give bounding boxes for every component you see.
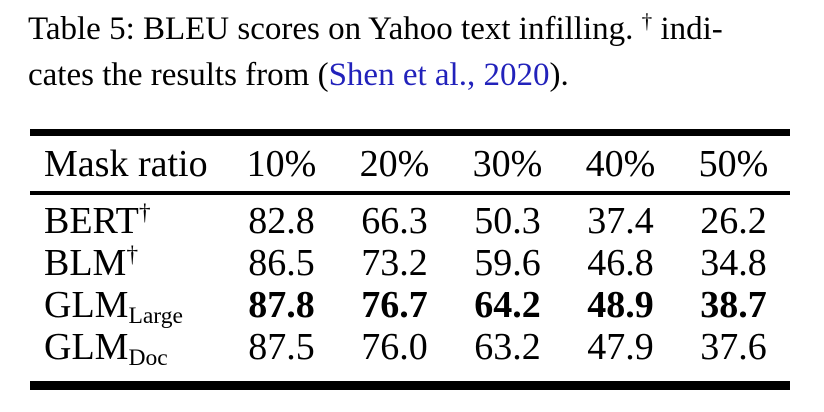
table-cell: 76.0 [361,326,428,368]
model-subscript: Large [128,303,183,329]
table-cell: 64.2 [474,284,541,326]
table-row-bert: BERT† 82.8 66.3 50.3 37.4 26.2 [30,200,790,242]
dagger-symbol: † [138,200,151,226]
caption-line1-text: Table 5: BLEU scores on Yahoo text infil… [28,11,634,47]
model-name: GLM [44,326,129,368]
row-label-bert: BERT† [30,199,225,243]
table-cell: 59.6 [474,242,541,284]
column-header-40: 40% [585,142,656,185]
caption-line1-tail: indi- [660,11,723,47]
model-subscript: Doc [128,345,168,371]
row-label-blm: BLM† [30,241,225,285]
model-name: BLM [44,242,127,284]
column-header-20: 20% [359,142,430,185]
model-name: BERT [44,200,139,242]
row-label-glm-large: GLMLarge [30,283,225,329]
table-body: BERT† 82.8 66.3 50.3 37.4 26.2 BLM† 86.5… [30,195,790,381]
table-cell: 50.3 [474,200,541,242]
row-label-glm-doc: GLMDoc [30,325,225,371]
table-cell: 87.5 [248,326,315,368]
column-header-mask-ratio: Mask ratio [44,142,208,185]
table-cell: 34.8 [700,242,767,284]
table-cell: 26.2 [700,200,767,242]
table-cell: 38.7 [700,284,767,326]
column-header-10: 10% [246,142,317,185]
table-cell: 66.3 [361,200,428,242]
table-cell: 48.9 [587,284,654,326]
table-cell: 86.5 [248,242,315,284]
table-bottom-rule [30,381,790,390]
caption-line2-pre: cates the results from ( [28,57,329,93]
table-cell: 76.7 [361,284,428,326]
model-name: GLM [44,284,129,326]
table-caption: Table 5: BLEU scores on Yahoo text infil… [28,6,796,98]
table-row-blm: BLM† 86.5 73.2 59.6 46.8 34.8 [30,242,790,284]
dagger-symbol: † [126,242,139,268]
column-header-30: 30% [472,142,543,185]
table-cell: 73.2 [361,242,428,284]
table-cell: 37.6 [700,326,767,368]
table-top-rule [30,129,790,136]
column-header-50: 50% [698,142,769,185]
table-cell: 82.8 [248,200,315,242]
citation-link[interactable]: Shen et al., 2020 [328,57,550,93]
table-header-row: Mask ratio 10% 20% 30% 40% 50% [30,136,790,191]
table-mid-rule [30,191,790,195]
table-cell: 87.8 [248,284,315,326]
table-cell: 47.9 [587,326,654,368]
table-row-glm-large: GLMLarge 87.8 76.7 64.2 48.9 38.7 [30,283,790,329]
table-row-glm-doc: GLMDoc 87.5 76.0 63.2 47.9 37.6 [30,325,790,371]
caption-line2-post: ). [549,57,569,93]
table-cell: 46.8 [587,242,654,284]
table-cell: 37.4 [587,200,654,242]
table-cell: 63.2 [474,326,541,368]
dagger-symbol: † [641,9,653,33]
results-table: Mask ratio 10% 20% 30% 40% 50% BERT† 82.… [30,129,790,390]
